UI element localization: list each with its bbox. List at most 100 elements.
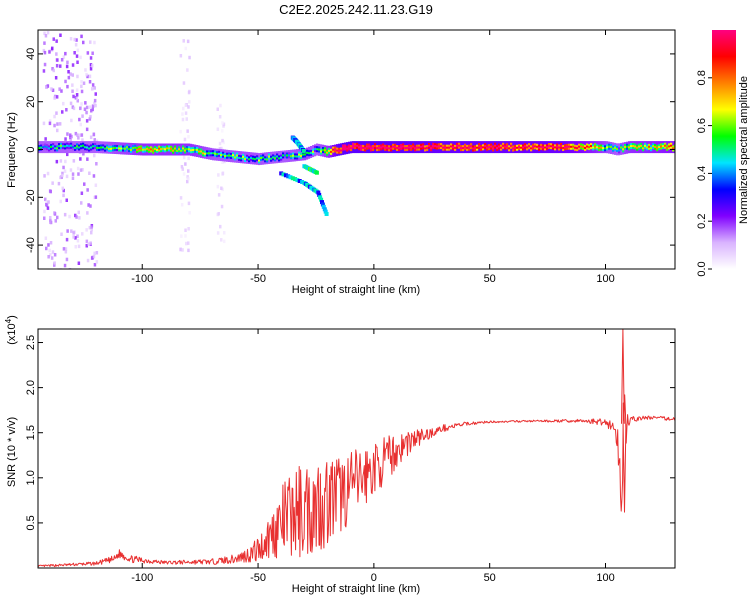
scatter-cell [90, 109, 93, 113]
scatter-cell [79, 122, 82, 127]
ridge-core-cell [144, 148, 147, 151]
scatter-cell [69, 168, 73, 172]
ridge-core-cell [586, 145, 589, 148]
ridge-core-cell [590, 145, 593, 148]
ridge-core-cell [642, 147, 645, 150]
scatter-cell [188, 100, 191, 104]
ridge-core-cell [98, 146, 101, 149]
branch-cell [318, 195, 323, 200]
ridge-core-cell [244, 158, 247, 160]
ridge-core-cell [484, 145, 487, 147]
scatter-cell [82, 152, 85, 156]
ridge-core-cell [610, 145, 613, 148]
scatter-cell [69, 37, 73, 41]
scatter-cell [49, 253, 52, 257]
ridge-core-cell [96, 146, 99, 149]
ridge-core-cell [534, 145, 537, 148]
scatter-cell [81, 168, 84, 172]
ridge-core-cell [622, 148, 625, 151]
ridge-core-cell [158, 147, 161, 150]
scatter-cell [179, 129, 182, 134]
scatter-cell [93, 101, 96, 106]
ridge-core-cell [478, 145, 481, 148]
ridge-core-cell [86, 146, 89, 149]
ridge-core-cell [272, 156, 275, 159]
ridge-core-cell [356, 144, 359, 147]
scatter-cell [53, 123, 56, 128]
ridge-core-cell [358, 146, 361, 149]
scatter-cell [65, 198, 68, 202]
ridge-core-cell [474, 147, 477, 150]
ridge-core-cell [514, 146, 517, 149]
ridge-core-cell [374, 145, 377, 148]
ridge-core-cell [406, 147, 409, 149]
scatter-cell [71, 89, 74, 93]
ridge-core-cell [182, 147, 185, 150]
scatter-cell [55, 95, 59, 99]
ridge-core-cell [394, 145, 397, 148]
scatter-cell [180, 234, 183, 238]
scatter-cell [92, 254, 96, 259]
ridge-core-cell [66, 144, 69, 147]
ridge-core-cell [564, 146, 567, 149]
scatter-cell [48, 121, 52, 126]
snr-x-ticks: -100 -50 0 50 100 [131, 329, 615, 584]
spectrogram-panel: -100 -50 0 50 100 -40 -20 0 20 40 Height of stra… [6, 29, 676, 296]
ridge-core-cell [72, 146, 75, 149]
ridge-core-cell [186, 148, 189, 151]
scatter-cell [223, 231, 226, 235]
scatter-cell [49, 216, 52, 220]
branch-cell [324, 212, 329, 216]
ridge-core-cell [300, 154, 303, 157]
ridge-core-cell [124, 147, 127, 150]
scatter-cell [67, 70, 70, 74]
ridge-core-cell [602, 147, 605, 150]
ridge-core-cell [650, 147, 653, 150]
scatter-cell [73, 37, 76, 42]
ridge-core-cell [402, 145, 405, 148]
plot-title: C2E2.2025.242.11.23.G19 [279, 2, 433, 17]
scatter-cell [69, 72, 72, 76]
scatter-cell [185, 241, 188, 246]
scatter-cell [61, 110, 64, 114]
ridge-core-cell [370, 147, 373, 150]
ridge-core-cell [520, 146, 523, 149]
spectrogram-x-ticks: -100 -50 0 50 100 [131, 30, 615, 285]
ridge-core-cell [104, 147, 107, 150]
ridge-core-cell [286, 154, 289, 157]
scatter-cell [185, 117, 188, 121]
scatter-cell [91, 104, 95, 108]
scatter-cell [221, 171, 225, 175]
scatter-cell [187, 156, 190, 161]
ridge-core-cell [64, 145, 67, 148]
ridge-core-cell [106, 146, 109, 149]
scatter-cell [69, 133, 72, 137]
scatter-cell [81, 114, 84, 118]
branch-cell [320, 200, 324, 205]
scatter-cell [179, 196, 183, 200]
scatter-cell [47, 255, 50, 259]
ridge-core-cell [88, 147, 91, 150]
ridge-core-cell [256, 157, 259, 160]
ridge-core-cell [416, 146, 419, 149]
scatter-cell [89, 204, 92, 208]
scatter-cell [76, 99, 79, 103]
ridge-core-cell [40, 146, 43, 149]
colorbar-tick-label: 0.0 [696, 261, 708, 276]
scatter-cell [88, 105, 92, 109]
ridge-core-cell [522, 146, 525, 149]
ridge-core-cell [532, 145, 535, 148]
ridge-core-cell [584, 147, 587, 149]
colorbar-ticks: 0.0 0.2 0.4 0.6 0.8 [696, 70, 712, 277]
scatter-cell [186, 39, 190, 44]
scatter-cell [82, 81, 86, 85]
scatter-cell [72, 235, 75, 239]
scatter-cell [92, 132, 96, 136]
ridge-core-cell [160, 148, 163, 151]
ridge-core-cell [378, 146, 381, 149]
branch-cell [297, 179, 302, 183]
ridge-core-cell [648, 145, 651, 148]
colorbar-tick-label: 0.4 [696, 166, 708, 181]
scatter-cell [181, 248, 184, 252]
scatter-cell [181, 117, 185, 122]
